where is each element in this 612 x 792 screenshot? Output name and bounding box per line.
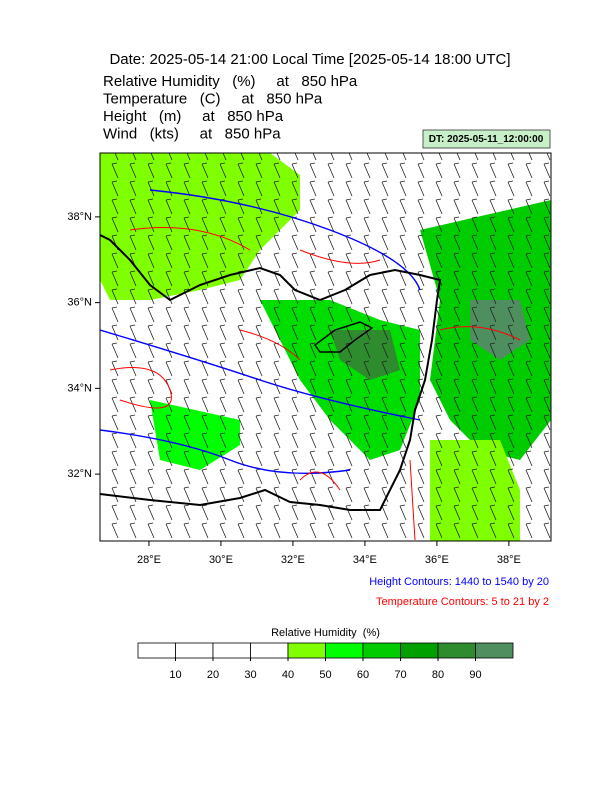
colorbar-box: [362, 642, 401, 659]
x-tick-label: 30°E: [209, 554, 233, 566]
x-tick-label: 28°E: [137, 554, 161, 566]
dt-box: [422, 129, 551, 149]
y-tick-label: 38°N: [67, 211, 92, 223]
colorbar-tick-label: 70: [394, 669, 406, 681]
colorbar-tick-label: 10: [169, 669, 181, 681]
colorbar-tick-label: 30: [244, 669, 256, 681]
y-tick-label: 32°N: [67, 468, 92, 480]
coastline: [100, 234, 442, 511]
title: Date: 2025-05-14 21:00 Local Time [2025-…: [109, 51, 510, 68]
x-tick-label: 34°E: [353, 554, 377, 566]
colorbar-tick-label: 40: [282, 669, 294, 681]
field-line: Temperature (C) at 850 hPa: [103, 90, 323, 107]
colorbar-tick-label: 20: [207, 669, 219, 681]
wind-barbs: [100, 153, 551, 541]
colorbar-box: [287, 642, 326, 659]
colorbar-box: [212, 642, 251, 659]
field-line: Relative Humidity (%) at 850 hPa: [103, 73, 358, 90]
x-tick-label: 38°E: [497, 554, 521, 566]
colorbar-title: Relative Humidity (%): [271, 627, 380, 639]
colorbar-box: [400, 642, 439, 659]
contour-note: Height Contours: 1440 to 1540 by 20: [369, 576, 549, 588]
colorbar-box: [437, 642, 476, 659]
coastline: [313, 321, 374, 353]
colorbar-tick-label: 60: [357, 669, 369, 681]
map: [100, 153, 551, 541]
colorbar-tick-label: 80: [432, 669, 444, 681]
field-line: Wind (kts) at 850 hPa: [103, 125, 281, 142]
x-tick-label: 36°E: [425, 554, 449, 566]
colorbar-box: [175, 642, 214, 659]
map-frame: [99, 152, 552, 542]
y-tick-label: 34°N: [67, 382, 92, 394]
dt-label: DT: 2025-05-11_12:00:00: [429, 134, 544, 145]
colorbar-tick-label: 50: [319, 669, 331, 681]
colorbar-box: [325, 642, 364, 659]
colorbar-tick-label: 90: [469, 669, 481, 681]
colorbar-box: [250, 642, 289, 659]
temperature-contour: [109, 227, 521, 541]
colorbar-box: [137, 642, 176, 659]
colorbar-box: [475, 642, 514, 659]
y-tick-label: 36°N: [67, 297, 92, 309]
field-line: Height (m) at 850 hPa: [103, 108, 284, 125]
x-tick-label: 32°E: [281, 554, 305, 566]
contour-note: Temperature Contours: 5 to 21 by 2: [376, 596, 549, 608]
